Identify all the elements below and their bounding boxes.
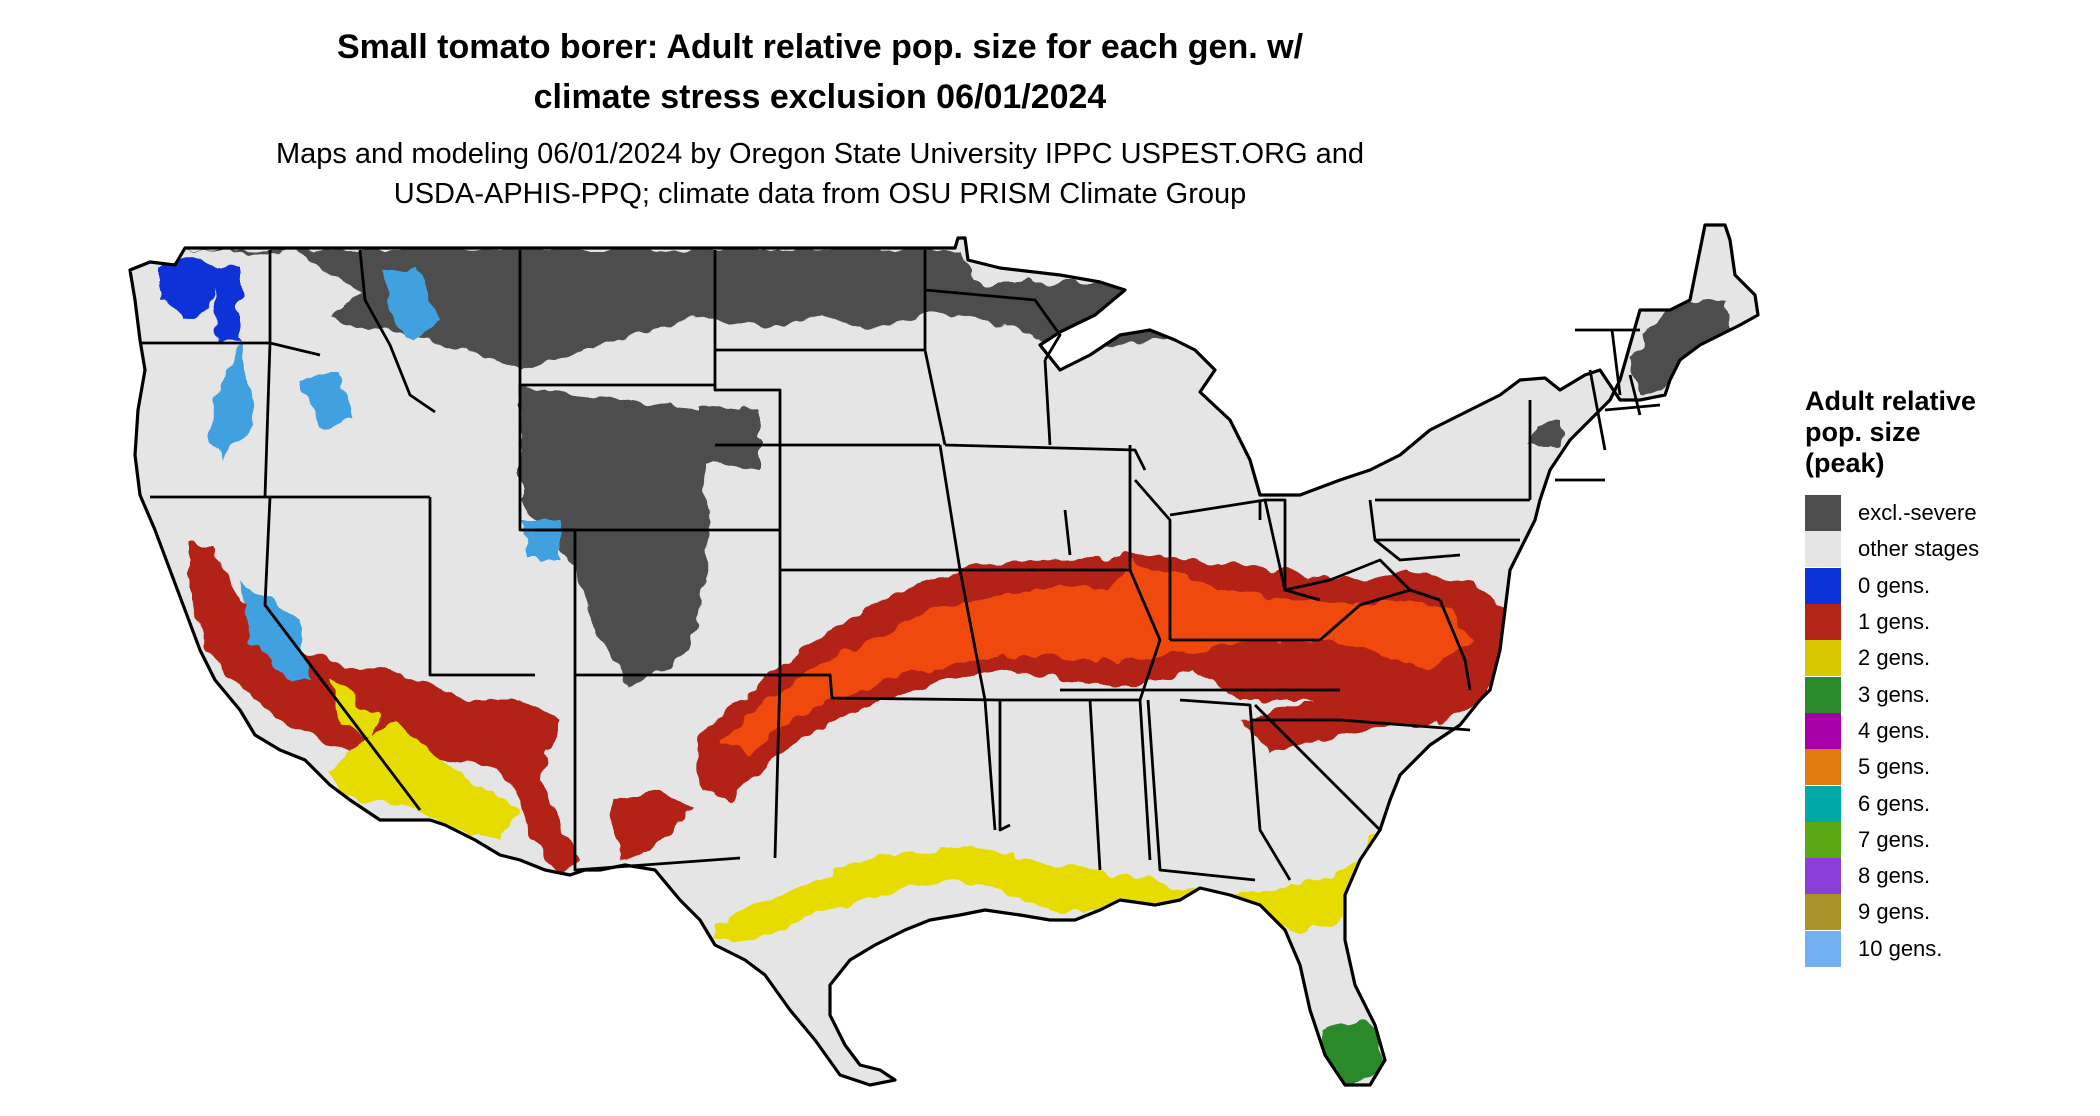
legend-label: 10 gens. [1858, 935, 1943, 961]
subtitle: Maps and modeling 06/01/2024 by Oregon S… [0, 134, 1640, 214]
legend-item: 1 gens. [1805, 604, 2095, 641]
title-block: Small tomato borer: Adult relative pop. … [0, 22, 1640, 214]
legend-swatch [1805, 785, 1841, 822]
legend-swatch [1805, 821, 1841, 858]
legend-item: 0 gens. [1805, 567, 2095, 604]
legend-item: 4 gens. [1805, 712, 2095, 749]
legend-item: 10 gens. [1805, 930, 2095, 967]
legend-swatch [1805, 604, 1841, 641]
legend-swatch [1805, 567, 1841, 604]
legend-item: 3 gens. [1805, 676, 2095, 713]
legend-title-line-1: Adult relative [1805, 386, 1977, 416]
legend-swatch [1805, 858, 1841, 895]
legend-swatch [1805, 640, 1841, 677]
legend-label: 2 gens. [1858, 645, 1931, 671]
legend-item: 8 gens. [1805, 858, 2095, 895]
legend-swatch [1805, 749, 1841, 786]
legend-item: excl.-severe [1805, 495, 2095, 532]
legend-swatch [1805, 531, 1841, 568]
legend-item: other stages [1805, 531, 2095, 568]
legend-title-line-2: pop. size [1805, 417, 1921, 447]
legend-item: 7 gens. [1805, 821, 2095, 858]
three-generation-zone [845, 1000, 1385, 1085]
legend-swatch [1805, 930, 1841, 967]
legend-label: 9 gens. [1858, 899, 1931, 925]
zero-generation-zone [160, 255, 560, 680]
us-map [128, 223, 1760, 1087]
legend-swatch [1805, 894, 1841, 931]
state-borders [140, 249, 1661, 882]
legend-label: 5 gens. [1858, 754, 1931, 780]
subtitle-line-1: Maps and modeling 06/01/2024 by Oregon S… [275, 138, 1365, 170]
us-outline [128, 223, 1760, 1087]
legend-label: 6 gens. [1858, 790, 1931, 816]
legend-item: 9 gens. [1805, 894, 2095, 931]
legend-label: 7 gens. [1858, 826, 1931, 852]
legend-swatch [1805, 495, 1841, 532]
excluded-zone [185, 248, 1730, 690]
legend-label: 4 gens. [1858, 717, 1931, 743]
legend-item: 2 gens. [1805, 640, 2095, 677]
legend-label: 3 gens. [1858, 681, 1931, 707]
map-title-line-1: Small tomato borer: Adult relative pop. … [336, 28, 1304, 66]
legend: Adult relative pop. size (peak) excl.-se… [1805, 386, 2095, 967]
legend-title-line-3: (peak) [1805, 448, 1885, 478]
legend-items: excl.-severe other stages 0 gens. 1 gens. 2 … [1805, 495, 2095, 967]
legend-item: 6 gens. [1805, 785, 2095, 822]
one-generation-zone [190, 545, 1520, 870]
two-generation-zone [330, 680, 1395, 945]
map-title-line-2: climate stress exclusion 06/01/2024 [533, 78, 1107, 116]
legend-label: 1 gens. [1858, 609, 1931, 635]
legend-item: 5 gens. [1805, 749, 2095, 786]
legend-swatch [1805, 676, 1841, 713]
legend-label: excl.-severe [1858, 500, 1977, 526]
legend-label: 0 gens. [1858, 572, 1931, 598]
legend-title: Adult relative pop. size (peak) [1805, 386, 2095, 479]
legend-label: other stages [1858, 536, 1980, 562]
subtitle-line-2: USDA-APHIS-PPQ; climate data from OSU PR… [393, 178, 1247, 210]
legend-label: 8 gens. [1858, 863, 1931, 889]
legend-swatch [1805, 712, 1841, 749]
